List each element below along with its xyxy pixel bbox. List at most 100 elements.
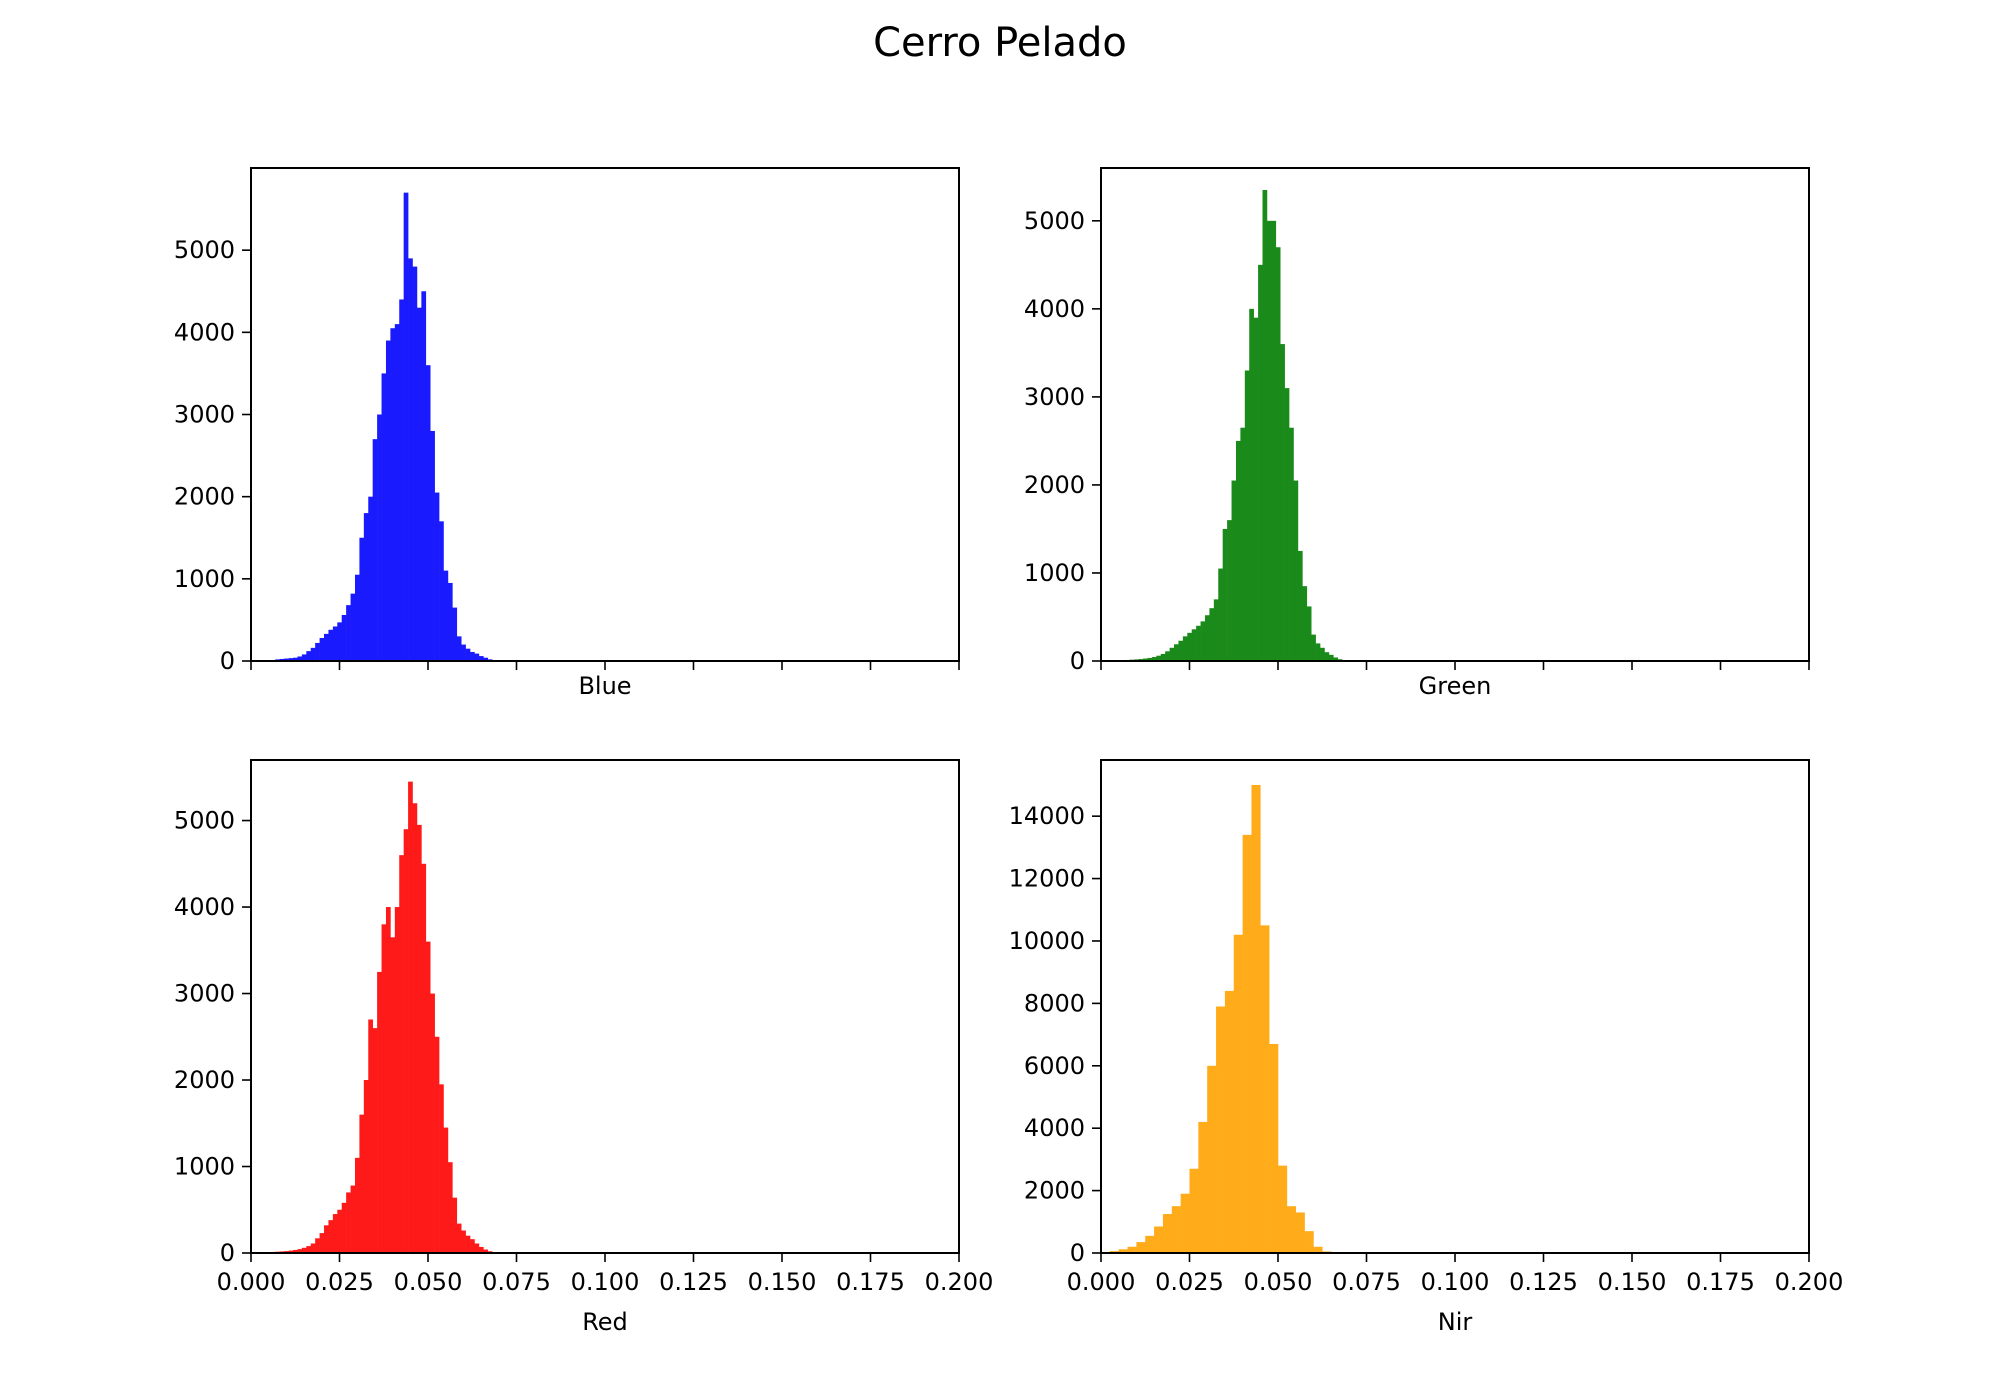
chart-bottom-left-ytick-label: 4000 xyxy=(174,893,235,921)
chart-top-right-xlabel: Green xyxy=(1419,672,1492,700)
chart-bottom-left-ytick-label: 5000 xyxy=(174,807,235,835)
chart-bottom-right-bar xyxy=(1242,834,1252,1253)
chart-bottom-right-ytick-label: 2000 xyxy=(1024,1177,1085,1205)
chart-bottom-left-bar xyxy=(465,1235,471,1253)
figure-title: Cerro Pelado xyxy=(873,20,1127,66)
chart-top-left-bar xyxy=(359,537,365,661)
chart-top-left-bar xyxy=(408,258,413,661)
chart-bottom-left-bar xyxy=(447,1162,453,1253)
chart-top-right-bar xyxy=(1253,317,1259,661)
chart-top-right-bar xyxy=(1231,480,1237,661)
chart-bottom-left-ytick-label: 1000 xyxy=(174,1153,235,1181)
chart-bottom-left-bar xyxy=(368,1019,373,1253)
chart-bottom-left-bar xyxy=(456,1223,462,1253)
chart-top-left-bar xyxy=(390,328,396,661)
chart-top-right-bar xyxy=(1297,550,1303,661)
chart-bottom-right-bar xyxy=(1224,990,1235,1253)
chart-top-left-bar xyxy=(332,626,338,661)
chart-bottom-left-bar xyxy=(306,1246,312,1253)
chart-top-left-bar xyxy=(416,307,422,661)
chart-top-left-bar xyxy=(443,570,449,661)
chart-top-left-bar xyxy=(421,291,427,661)
chart-top-right-bar xyxy=(1240,427,1246,661)
chart-top-left-bar xyxy=(284,658,289,661)
chart-bottom-left-bar xyxy=(359,1114,365,1253)
chart-top-right-bar xyxy=(1222,528,1228,661)
chart-bottom-right-bar xyxy=(1180,1193,1190,1253)
chart-bottom-right-xtick-label: 0.150 xyxy=(1598,1268,1667,1296)
chart-top-right-bar xyxy=(1147,657,1153,661)
chart-top-left-bar xyxy=(368,496,373,661)
chart-top-left-ytick-label: 2000 xyxy=(174,483,235,511)
chart-top-left-bar xyxy=(315,642,320,661)
chart-bottom-left-ytick-label: 3000 xyxy=(174,980,235,1008)
chart-top-right-ytick-label: 0 xyxy=(1070,647,1085,675)
chart-bottom-left-bar xyxy=(288,1250,294,1253)
chart-top-right-bar xyxy=(1266,220,1272,662)
chart-bottom-left-bar xyxy=(324,1225,329,1253)
chart-top-right-bar xyxy=(1143,658,1148,661)
chart-top-left-bar xyxy=(425,365,431,661)
chart-top-left-bar xyxy=(337,622,343,661)
chart-top-right-bar xyxy=(1333,657,1339,661)
chart-bottom-left-bar xyxy=(350,1185,356,1253)
chart-top-left-xlabel: Blue xyxy=(578,672,631,700)
chart-bottom-left-bar xyxy=(385,907,391,1253)
chart-top-right-bar xyxy=(1249,308,1254,661)
chart-bottom-left-bar xyxy=(483,1249,489,1253)
chart-top-right-bar xyxy=(1196,625,1201,661)
chart-bottom-right-xtick-label: 0.200 xyxy=(1775,1268,1844,1296)
chart-top-left-bar xyxy=(346,605,351,661)
chart-bottom-left-xtick-label: 0.000 xyxy=(217,1268,286,1296)
chart-top-right-bar xyxy=(1284,388,1290,661)
chart-top-right-bar xyxy=(1258,264,1263,661)
chart-top-right-bar xyxy=(1169,647,1175,661)
chart-bottom-right-bar xyxy=(1251,784,1261,1253)
chart-top-left-bar xyxy=(434,492,440,661)
chart-bottom-right-bar xyxy=(1269,1043,1279,1253)
chart-bottom-left-bar xyxy=(346,1192,351,1253)
chart-bottom-right-bar xyxy=(1198,1121,1208,1253)
chart-bottom-left-xtick-label: 0.150 xyxy=(748,1268,817,1296)
chart-top-right-bar xyxy=(1262,190,1268,662)
chart-top-right-bar xyxy=(1204,615,1210,661)
chart-bottom-left-bar xyxy=(434,1036,440,1253)
chart-bottom-right-ytick-label: 8000 xyxy=(1024,989,1085,1017)
chart-top-right-bar xyxy=(1293,480,1299,661)
chart-bottom-left-bar xyxy=(474,1243,480,1253)
chart-top-left-bar xyxy=(297,656,303,661)
chart-top-left-bar xyxy=(381,373,387,661)
chart-top-left-bar xyxy=(341,614,347,661)
chart-bottom-right-xtick-label: 0.100 xyxy=(1421,1268,1490,1296)
chart-top-left-bar xyxy=(377,414,382,661)
chart-bottom-right-ytick-label: 4000 xyxy=(1024,1114,1085,1142)
chart-top-left-bar xyxy=(279,658,285,661)
chart-bottom-left-bar xyxy=(381,924,387,1253)
chart-top-left-bar xyxy=(439,521,444,661)
chart-top-right-bar xyxy=(1182,636,1188,661)
chart-top-right-bar xyxy=(1191,629,1197,661)
chart-bottom-left-xtick-label: 0.025 xyxy=(305,1268,374,1296)
chart-top-left-bar xyxy=(470,651,475,661)
chart-bottom-left-bar xyxy=(328,1220,334,1253)
chart-bottom-right-bar xyxy=(1295,1212,1305,1253)
chart-bottom-right-ytick-label: 0 xyxy=(1070,1239,1085,1267)
chart-bottom-left-bar xyxy=(341,1202,347,1253)
chart-bottom-left-bar xyxy=(372,1028,378,1253)
chart-bottom-left-bar xyxy=(443,1127,449,1253)
chart-top-right-bar xyxy=(1213,599,1219,661)
chart-bottom-right-bar xyxy=(1207,1065,1217,1253)
chart-bottom-left-bar xyxy=(439,1084,444,1253)
chart-bottom-right-xtick-label: 0.000 xyxy=(1067,1268,1136,1296)
chart-bottom-right-bar xyxy=(1313,1246,1323,1253)
chart-top-left-bar xyxy=(452,607,458,661)
chart-bottom-left-bar xyxy=(390,937,396,1253)
chart-bottom-left-bar xyxy=(412,803,418,1253)
chart-top-right-bar xyxy=(1151,657,1157,661)
chart-bottom-left-ytick-label: 0 xyxy=(220,1239,235,1267)
chart-bottom-right-bar xyxy=(1154,1226,1164,1253)
chart-bottom-right-bar xyxy=(1260,925,1270,1253)
chart-top-left-bar xyxy=(301,654,307,661)
chart-bottom-left-bar xyxy=(315,1238,320,1253)
